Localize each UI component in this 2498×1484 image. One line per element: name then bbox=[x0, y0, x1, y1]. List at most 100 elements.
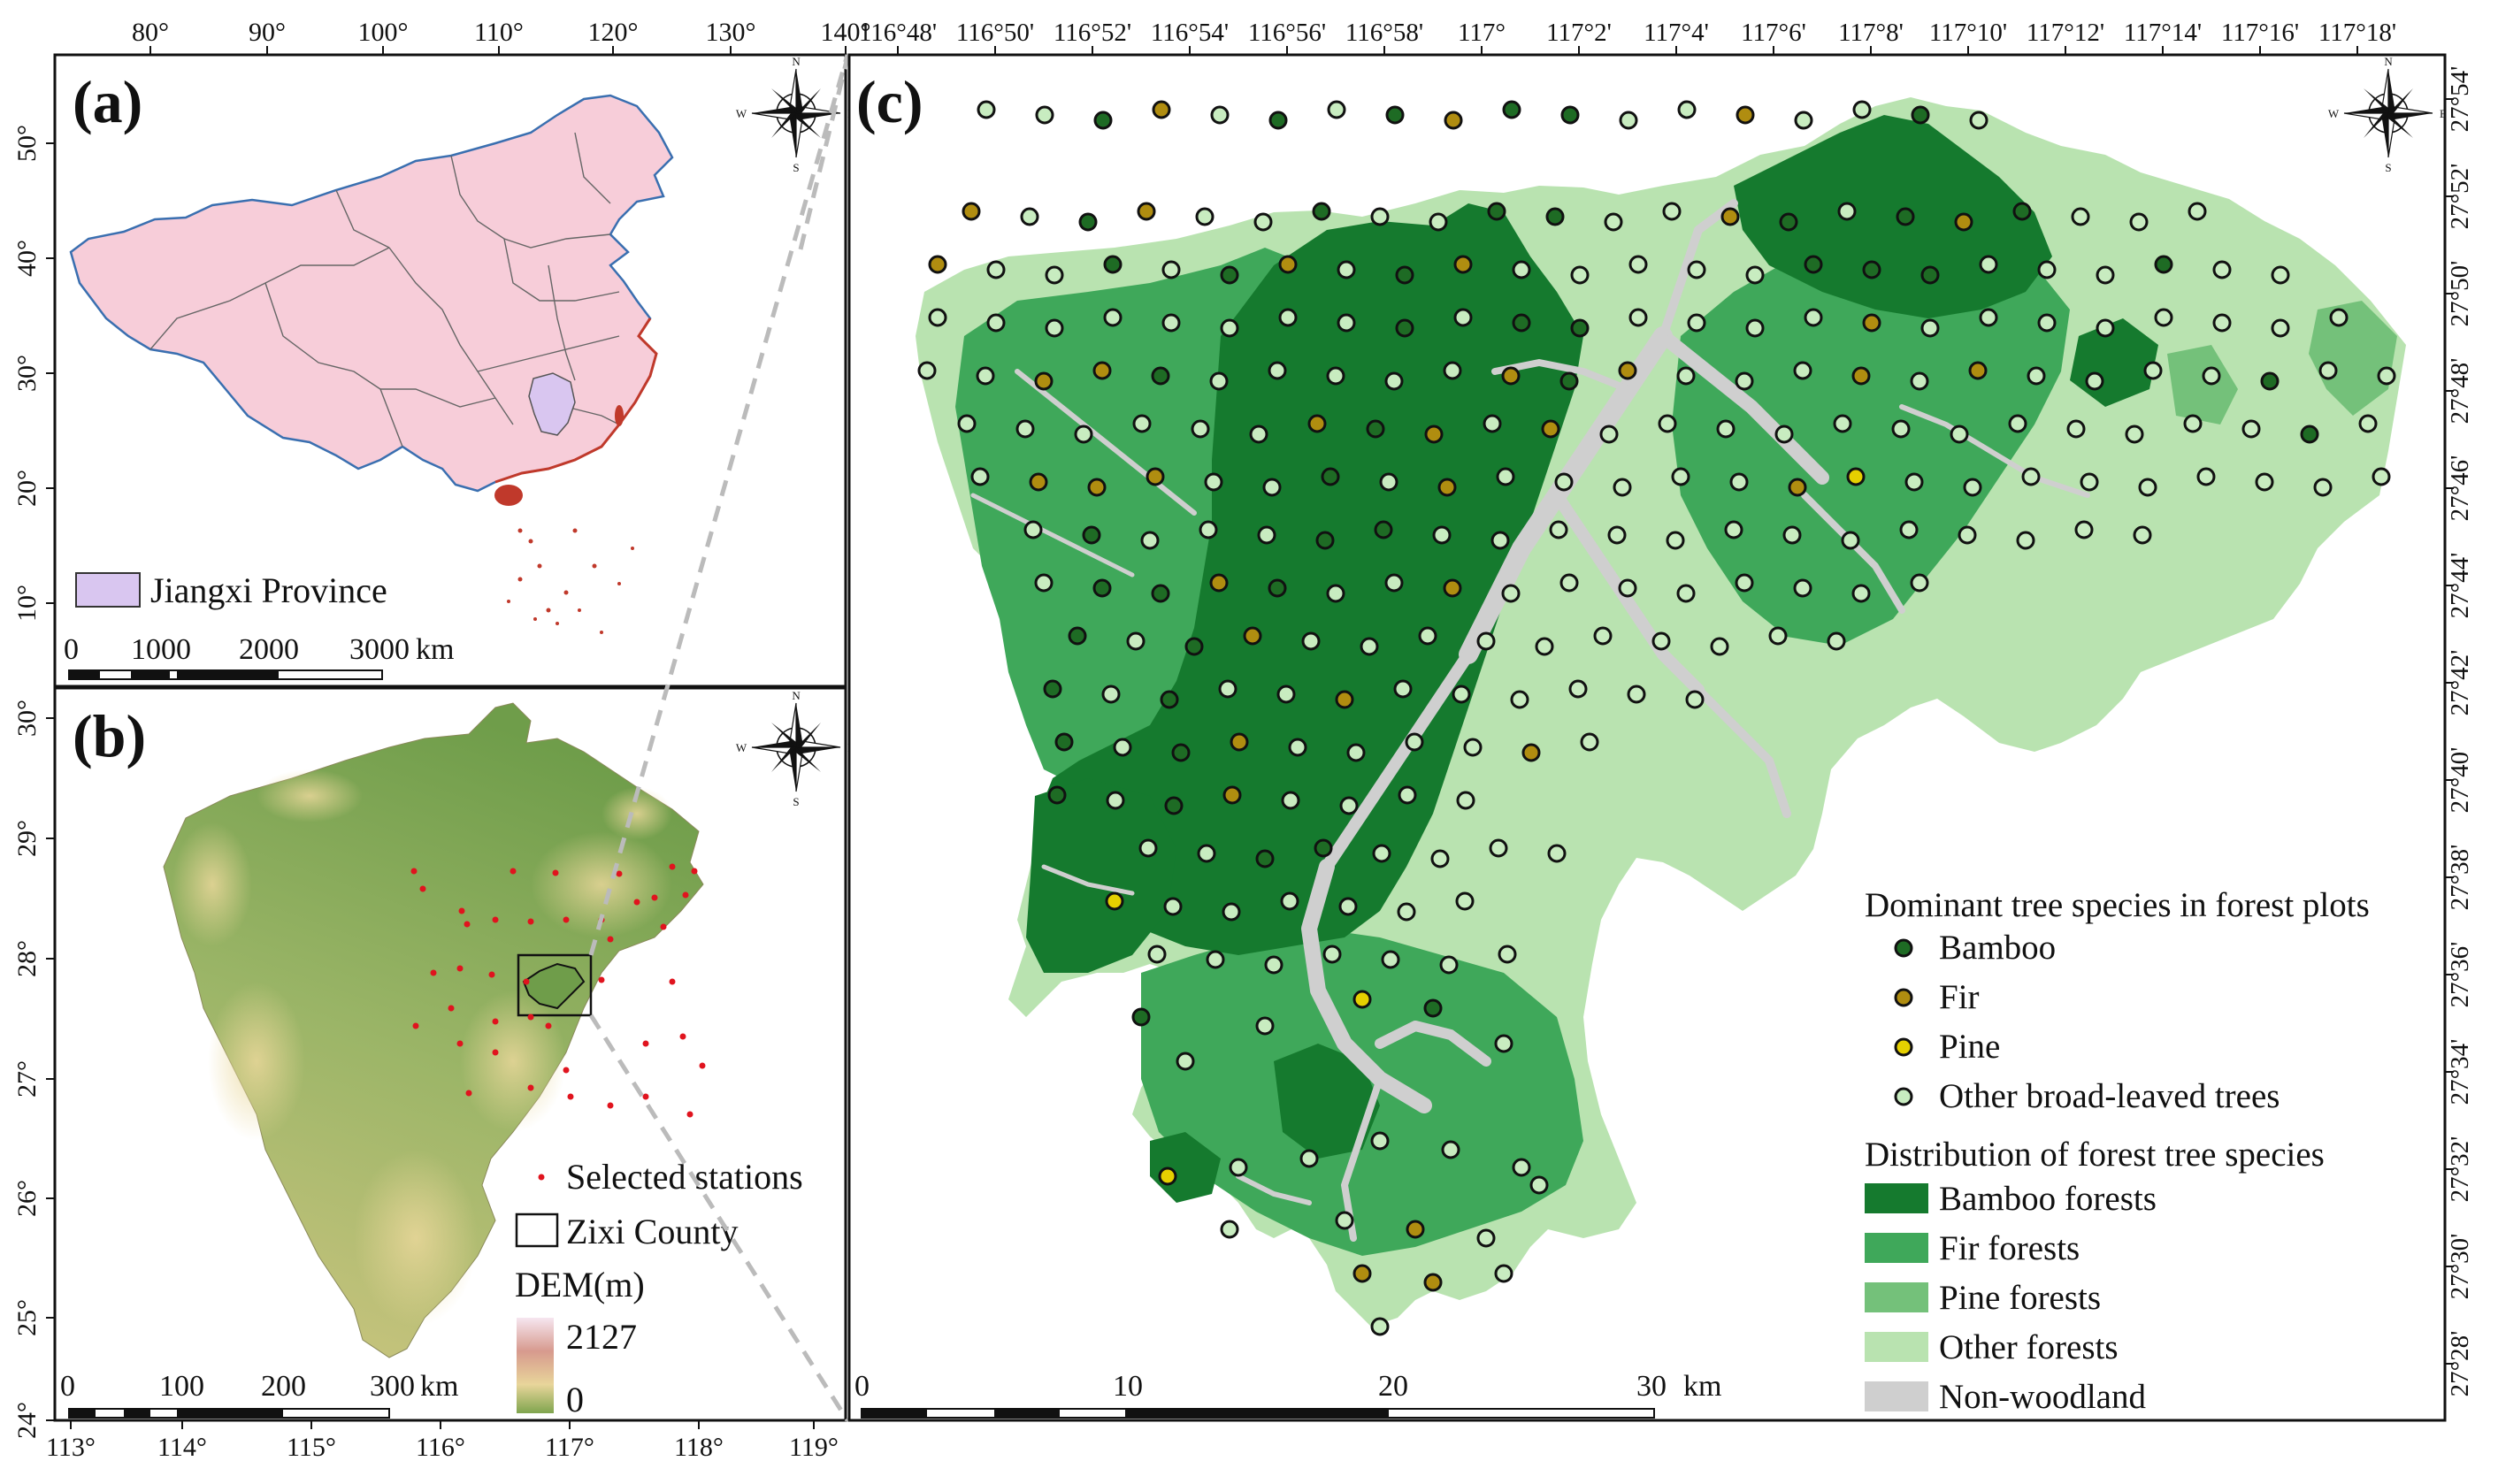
stations-legend-icon bbox=[538, 1174, 545, 1181]
station-point bbox=[567, 1093, 574, 1100]
forest-plot-point bbox=[1441, 1140, 1460, 1159]
forest-plot-point bbox=[1979, 308, 1998, 327]
panel-a-top-tick-label: 90° bbox=[249, 18, 286, 47]
panel-a-top-tick-label: 120° bbox=[588, 18, 639, 47]
panel-a-left-ticks: 50° 40° 30° 20° 10° bbox=[12, 125, 55, 622]
panel-b-bottom-tick-label: 118° bbox=[674, 1433, 724, 1462]
forest-plot-point bbox=[1418, 626, 1437, 646]
forest-plot-point bbox=[1249, 425, 1268, 444]
panel-a-label: (a) bbox=[73, 68, 142, 135]
forest-plot-point bbox=[1243, 626, 1262, 646]
fir-forest-east bbox=[1672, 230, 2070, 646]
forest-plot-point bbox=[1720, 207, 1740, 226]
forest-plot-point bbox=[2188, 202, 2207, 221]
station-point bbox=[527, 1014, 534, 1021]
forest-plot-point bbox=[1151, 366, 1170, 386]
panel-c-top-tick-label: 116°56' bbox=[1248, 19, 1326, 47]
forest-plot-point bbox=[1138, 838, 1158, 858]
forest-plot-point bbox=[1222, 785, 1242, 805]
forest-plot-point bbox=[1498, 945, 1517, 964]
zoom-lines bbox=[588, 54, 850, 1422]
points-legend-label: Fir bbox=[1939, 978, 1980, 1016]
stations-legend-label: Selected stations bbox=[566, 1157, 803, 1197]
forest-plot-point bbox=[1152, 100, 1171, 119]
forest-plot-point bbox=[2260, 371, 2280, 391]
forest-plot-point bbox=[1268, 361, 1287, 380]
panel-c-top-tick-label: 117°8' bbox=[1838, 19, 1904, 47]
panel-b-left-tick-label: 28° bbox=[12, 940, 42, 977]
compass-n: N bbox=[792, 689, 801, 702]
forest-plot-point bbox=[1278, 308, 1298, 327]
forest-plot-point bbox=[1204, 472, 1223, 492]
jiangxi-province-shape bbox=[528, 372, 576, 436]
forest-plot-point bbox=[2255, 472, 2274, 492]
points-legend-symbol bbox=[1894, 1087, 1913, 1106]
panel-c-top-tick-label: 116°58' bbox=[1345, 19, 1423, 47]
forest-plot-point bbox=[1501, 366, 1521, 386]
station-point bbox=[456, 965, 464, 972]
forest-plot-point bbox=[1896, 207, 1915, 226]
panel-c-right-tick-label: 27°34' bbox=[2446, 1039, 2474, 1105]
forest-plot-point bbox=[1512, 260, 1531, 279]
station-point bbox=[464, 921, 471, 928]
forest-plot-point bbox=[1920, 265, 1940, 285]
zixi-landcover-map bbox=[916, 97, 2406, 1336]
areas-legend-items: Bamboo forests Fir forests Pine forests Oth… bbox=[1865, 1180, 2157, 1416]
forest-plot-point bbox=[1788, 478, 1807, 497]
forest-plot-point bbox=[1494, 1034, 1513, 1053]
compass-w: W bbox=[2328, 107, 2340, 120]
forest-plot-point bbox=[1101, 685, 1121, 704]
forest-plot-point bbox=[1395, 265, 1414, 285]
forest-plot-point bbox=[1171, 743, 1191, 762]
panel-c-top-tick-label: 117°18' bbox=[2318, 19, 2396, 47]
forest-plot-point bbox=[2066, 419, 2086, 439]
panel-a-scalebar: 0 1000 2000 3000 km bbox=[64, 633, 454, 680]
areas-legend-swatch bbox=[1865, 1183, 1928, 1213]
forest-plot-point bbox=[1954, 212, 1973, 232]
forest-plot-point bbox=[1444, 111, 1463, 130]
panel-c-top-ticks: 116°48' 116°50' 116°52' 116°54' 116°56' 116°5… bbox=[859, 19, 2396, 55]
forest-plot-point bbox=[1335, 1211, 1354, 1230]
forest-plot-point bbox=[1512, 313, 1531, 333]
forest-plot-point bbox=[970, 467, 990, 486]
forest-plot-point bbox=[1487, 202, 1506, 221]
forest-plot-point bbox=[1837, 202, 1857, 221]
forest-plot-point bbox=[1093, 111, 1113, 130]
forest-plot-point bbox=[1535, 637, 1554, 656]
forest-plot-points bbox=[917, 100, 2396, 1336]
forest-plot-point bbox=[1147, 945, 1167, 964]
station-point bbox=[410, 868, 418, 875]
forest-plot-point bbox=[1276, 685, 1296, 704]
forest-plot-point bbox=[1910, 573, 1929, 593]
station-point bbox=[660, 923, 667, 930]
forest-plot-point bbox=[1176, 1052, 1195, 1071]
forest-plot-point bbox=[1423, 1273, 1443, 1292]
forest-plot-point bbox=[976, 366, 995, 386]
sea-islands bbox=[494, 405, 634, 634]
forest-plot-point bbox=[1346, 743, 1366, 762]
forest-plot-point bbox=[1846, 467, 1866, 486]
panel-c-right-ticks: 27°54' 27°52' 27°50' 27°48' 27°46' 27°44' 27°4… bbox=[2445, 66, 2474, 1396]
forest-plot-point bbox=[1132, 414, 1152, 433]
forest-plot-point bbox=[1023, 520, 1043, 539]
panel-a-left-tick-label: 30° bbox=[12, 355, 42, 392]
panel-c-right-tick-label: 27°40' bbox=[2446, 747, 2474, 814]
forest-plot-point bbox=[1521, 743, 1541, 762]
forest-plot-point bbox=[2016, 531, 2035, 550]
areas-legend-label: Bamboo forests bbox=[1939, 1180, 2157, 1218]
forest-plot-point bbox=[1230, 732, 1249, 752]
forest-plot-point bbox=[1736, 105, 1755, 125]
forest-plot-point bbox=[1862, 313, 1881, 333]
forest-plot-point bbox=[2318, 361, 2338, 380]
forest-plot-point bbox=[1164, 796, 1184, 815]
forest-plot-point bbox=[1443, 578, 1462, 598]
station-point bbox=[642, 1040, 649, 1047]
forest-plot-point bbox=[1782, 525, 1802, 545]
forest-plot-point bbox=[1255, 1016, 1275, 1036]
forest-plot-point bbox=[1841, 531, 1860, 550]
points-legend-title: Dominant tree species in forest plots bbox=[1865, 886, 2370, 924]
forest-plot-point bbox=[1958, 525, 1977, 545]
areas-legend-label: Fir forests bbox=[1939, 1229, 2080, 1267]
station-point bbox=[651, 894, 658, 901]
forest-plot-point bbox=[1327, 100, 1346, 119]
